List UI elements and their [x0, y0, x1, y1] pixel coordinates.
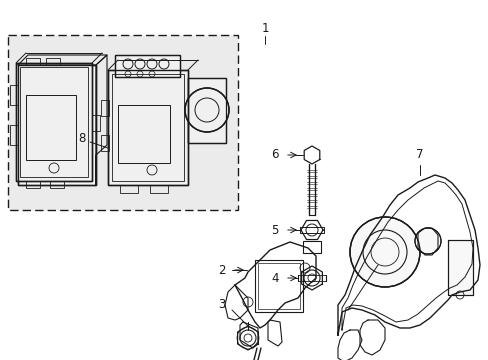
- Bar: [258, 263, 299, 309]
- Bar: [447, 240, 472, 295]
- Bar: [26, 181, 40, 188]
- Bar: [108, 70, 187, 185]
- Bar: [20, 67, 88, 177]
- Bar: [299, 227, 324, 233]
- Bar: [150, 185, 168, 193]
- Text: 4: 4: [271, 271, 278, 284]
- Bar: [115, 55, 180, 77]
- Text: 6: 6: [271, 148, 278, 162]
- Bar: [16, 63, 92, 181]
- Bar: [115, 55, 180, 77]
- Bar: [8, 35, 238, 210]
- Text: 1: 1: [261, 22, 268, 35]
- Bar: [26, 95, 76, 160]
- Bar: [92, 115, 100, 131]
- Bar: [108, 70, 187, 185]
- Bar: [303, 241, 320, 253]
- Bar: [26, 58, 40, 65]
- Bar: [120, 185, 138, 193]
- Bar: [10, 85, 18, 105]
- Bar: [18, 65, 96, 185]
- Text: 5: 5: [271, 224, 278, 237]
- Bar: [50, 181, 64, 188]
- Circle shape: [349, 217, 419, 287]
- Text: 7: 7: [415, 148, 423, 162]
- Bar: [118, 105, 170, 163]
- Bar: [16, 63, 92, 181]
- Bar: [101, 100, 109, 116]
- Bar: [112, 74, 183, 181]
- Bar: [254, 260, 303, 312]
- Bar: [187, 78, 225, 143]
- Circle shape: [414, 228, 440, 254]
- Bar: [101, 135, 109, 151]
- Bar: [10, 125, 18, 145]
- Text: 2: 2: [218, 264, 225, 276]
- Bar: [18, 65, 96, 185]
- Bar: [447, 240, 472, 295]
- Text: 3: 3: [218, 298, 225, 311]
- Circle shape: [184, 88, 228, 132]
- Bar: [187, 78, 225, 143]
- Bar: [46, 58, 60, 65]
- Text: 8: 8: [78, 131, 85, 144]
